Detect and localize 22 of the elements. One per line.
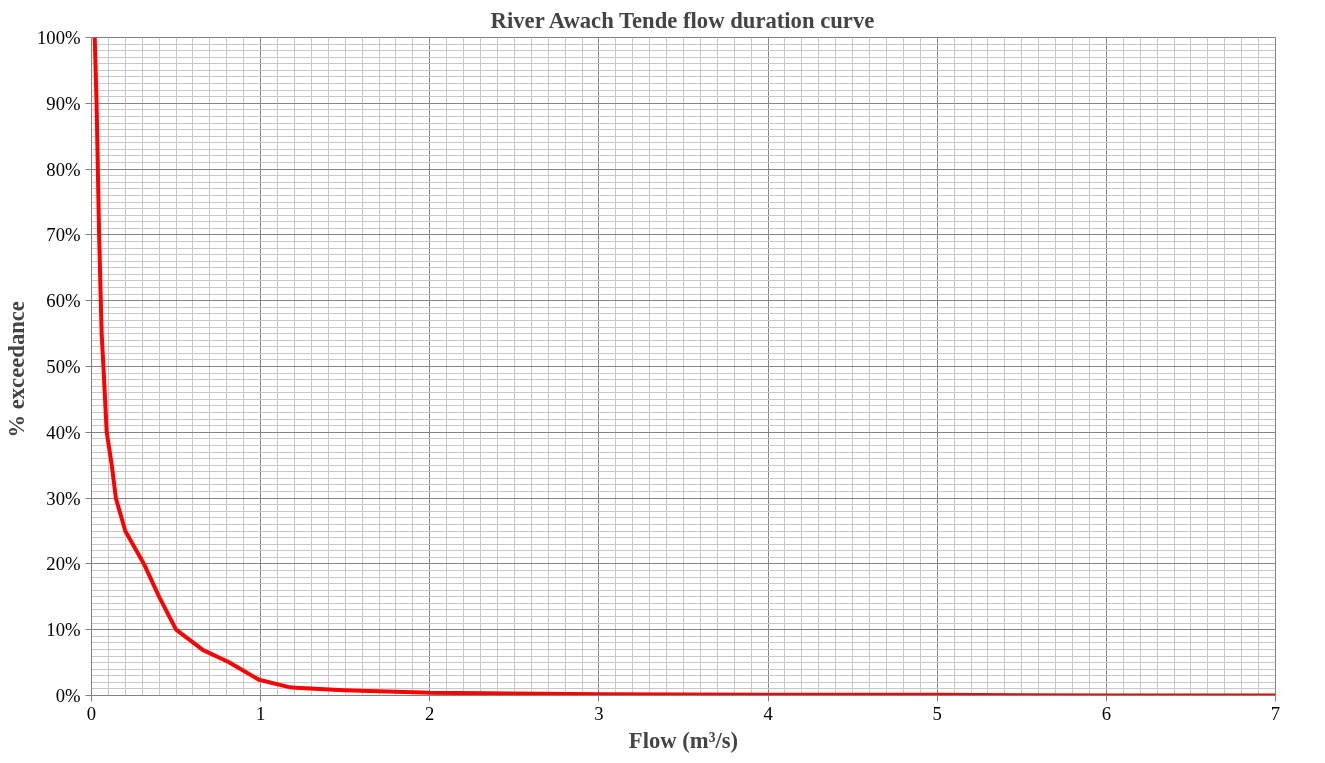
chart-title: River Awach Tende flow duration curve — [490, 7, 875, 33]
y-tick-label: 100% — [36, 27, 81, 48]
x-tick-label: 1 — [255, 702, 266, 724]
y-tick-label: 20% — [46, 553, 81, 575]
y-tick-label: 0% — [55, 685, 81, 706]
y-tick-label: 30% — [46, 487, 81, 509]
y-tick-label: 70% — [46, 224, 81, 246]
y-tick-label: 40% — [46, 421, 81, 443]
x-tick-label: 6 — [1101, 702, 1112, 724]
y-tick-label: 50% — [46, 356, 81, 377]
y-axis-title: % exceedance — [3, 301, 29, 438]
y-tick-label: 90% — [46, 92, 81, 114]
x-tick-label: 7 — [1270, 702, 1281, 724]
x-tick-label: 5 — [932, 702, 942, 724]
x-tick-label: 0 — [86, 702, 97, 724]
y-tick-label: 60% — [46, 290, 81, 312]
y-tick-label: 10% — [46, 619, 81, 641]
x-tick-label: 4 — [763, 702, 774, 724]
x-tick-label: 3 — [594, 702, 604, 724]
y-tick-label: 80% — [46, 158, 81, 180]
x-axis-title: Flow (m³/s) — [628, 727, 739, 753]
x-tick-label: 2 — [425, 702, 435, 724]
